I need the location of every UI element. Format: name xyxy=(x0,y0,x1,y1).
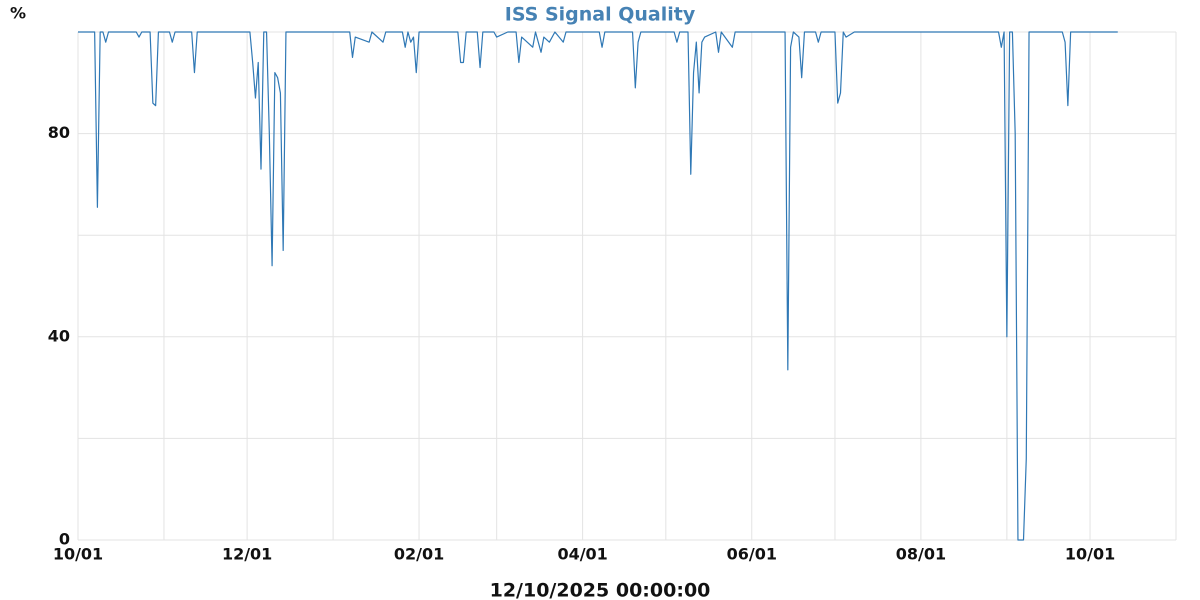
x-tick-label: 08/01 xyxy=(896,545,946,564)
x-tick-label: 04/01 xyxy=(557,545,607,564)
x-tick-label: 12/01 xyxy=(222,545,272,564)
y-axis-label: % xyxy=(10,4,26,23)
x-tick-label: 02/01 xyxy=(394,545,444,564)
data-line xyxy=(78,31,1118,541)
chart-title: ISS Signal Quality xyxy=(505,4,696,26)
x-tick-label: 10/01 xyxy=(1065,545,1115,564)
y-tick-label: 0 xyxy=(59,530,70,549)
x-axis-label: 12/10/2025 00:00:00 xyxy=(490,580,711,600)
x-tick-label: 10/01 xyxy=(53,545,103,564)
y-tick-label: 80 xyxy=(48,123,70,142)
y-tick-label: 40 xyxy=(48,326,70,345)
x-tick-label: 06/01 xyxy=(727,545,777,564)
